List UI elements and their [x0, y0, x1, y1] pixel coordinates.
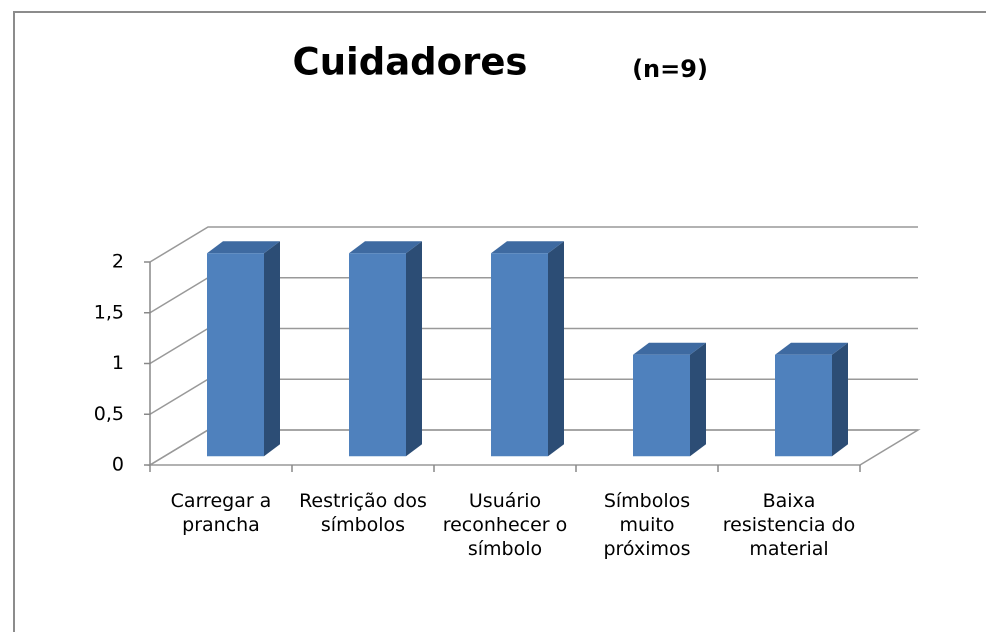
chart-title: Cuidadores [293, 41, 528, 84]
x-tick-label: Carregar a prancha [170, 490, 272, 536]
grid-line [149, 226, 918, 263]
x-tick-label: Baixa resistencia do material [722, 490, 856, 560]
bar [491, 253, 548, 457]
bar-top [491, 241, 564, 254]
x-tick-label: Símbolos muito próximos [603, 490, 691, 560]
bar [207, 253, 264, 457]
bar-side [548, 241, 564, 457]
y-tick-label: 1,5 [94, 301, 124, 323]
bar-side [690, 342, 706, 457]
bar-top [349, 241, 422, 254]
y-tick-label: 0,5 [94, 403, 124, 425]
bar [775, 354, 832, 457]
x-tick-label: Restrição dos símbolos [299, 490, 427, 536]
chart-subtitle: (n=9) [632, 55, 708, 83]
bar [349, 253, 406, 457]
bar-side [264, 241, 280, 457]
y-tick-label: 0 [112, 454, 124, 476]
bar-top [633, 342, 706, 355]
bar-side [406, 241, 422, 457]
bar-side [832, 342, 848, 457]
bar [633, 354, 690, 457]
y-tick-label: 1 [112, 352, 124, 374]
bar-top [775, 342, 848, 355]
y-tick-label: 2 [112, 251, 124, 273]
x-tick-label: Usuário reconhecer o símbolo [442, 490, 568, 560]
bar-top [207, 241, 280, 254]
